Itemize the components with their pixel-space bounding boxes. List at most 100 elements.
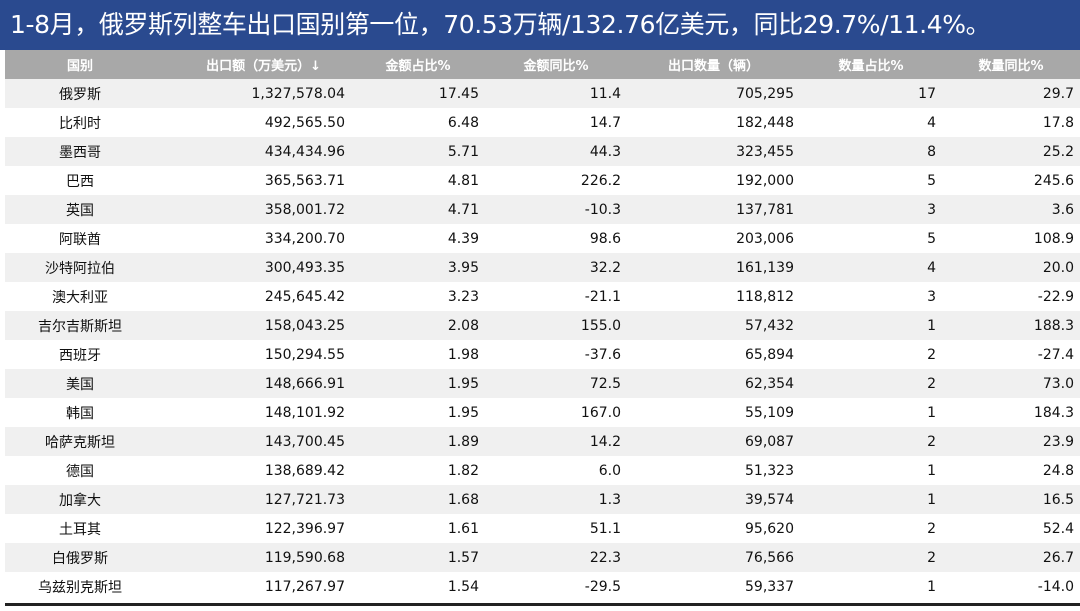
quantity-yoy-cell: 29.7 (942, 79, 1080, 108)
value-share-cell: 3.95 (351, 253, 485, 282)
value-share-cell: 1.61 (351, 514, 485, 543)
export-quantity-cell: 59,337 (627, 572, 800, 601)
export-quantity-cell: 137,781 (627, 195, 800, 224)
value-share-cell: 1.54 (351, 572, 485, 601)
table-row[interactable]: 哈萨克斯坦 143,700.45 1.89 14.2 69,087 2 23.9 (5, 427, 1080, 456)
table-row[interactable]: 墨西哥 434,434.96 5.71 44.3 323,455 8 25.2 (5, 137, 1080, 166)
quantity-share-cell: 2 (800, 543, 942, 572)
quantity-yoy-cell: 52.4 (942, 514, 1080, 543)
export-value-cell: 434,434.96 (155, 137, 351, 166)
table-row[interactable]: 巴西 365,563.71 4.81 226.2 192,000 5 245.6 (5, 166, 1080, 195)
banner-title: 1-8月，俄罗斯列整车出口国别第一位，70.53万辆/132.76亿美元，同比2… (10, 10, 991, 39)
value-yoy-cell: 14.7 (485, 108, 627, 137)
export-value-cell: 300,493.35 (155, 253, 351, 282)
country-cell: 吉尔吉斯斯坦 (5, 311, 155, 340)
column-header-value-share[interactable]: 金额占比% (351, 50, 485, 79)
quantity-share-cell: 1 (800, 398, 942, 427)
table-row[interactable]: 沙特阿拉伯 300,493.35 3.95 32.2 161,139 4 20.0 (5, 253, 1080, 282)
country-cell: 比利时 (5, 108, 155, 137)
table-row[interactable]: 韩国 148,101.92 1.95 167.0 55,109 1 184.3 (5, 398, 1080, 427)
quantity-yoy-cell: 108.9 (942, 224, 1080, 253)
country-cell: 俄罗斯 (5, 79, 155, 108)
value-yoy-cell: -29.5 (485, 572, 627, 601)
quantity-share-cell: 2 (800, 369, 942, 398)
export-value-cell: 148,666.91 (155, 369, 351, 398)
export-quantity-cell: 51,323 (627, 456, 800, 485)
value-share-cell: 1.98 (351, 340, 485, 369)
country-cell: 土耳其 (5, 514, 155, 543)
quantity-share-cell: 2 (800, 427, 942, 456)
value-share-cell: 3.23 (351, 282, 485, 311)
export-value-cell: 148,101.92 (155, 398, 351, 427)
table-row[interactable]: 西班牙 150,294.55 1.98 -37.6 65,894 2 -27.4 (5, 340, 1080, 369)
export-value-cell: 358,001.72 (155, 195, 351, 224)
column-header-export-value[interactable]: 出口额（万美元）↓ (155, 50, 351, 79)
column-header-export-quantity[interactable]: 出口数量（辆） (627, 50, 800, 79)
table-row[interactable]: 澳大利亚 245,645.42 3.23 -21.1 118,812 3 -22.9 (5, 282, 1080, 311)
export-value-cell: 138,689.42 (155, 456, 351, 485)
quantity-share-cell: 3 (800, 282, 942, 311)
value-yoy-cell: -21.1 (485, 282, 627, 311)
export-quantity-cell: 323,455 (627, 137, 800, 166)
value-share-cell: 5.71 (351, 137, 485, 166)
value-yoy-cell: 98.6 (485, 224, 627, 253)
value-share-cell: 4.81 (351, 166, 485, 195)
column-header-quantity-share[interactable]: 数量占比% (800, 50, 942, 79)
table-row[interactable]: 俄罗斯 1,327,578.04 17.45 11.4 705,295 17 29.7 (5, 79, 1080, 108)
quantity-share-cell: 1 (800, 572, 942, 601)
export-quantity-cell: 76,566 (627, 543, 800, 572)
export-value-cell: 1,327,578.04 (155, 79, 351, 108)
quantity-share-cell: 3 (800, 195, 942, 224)
value-share-cell: 4.39 (351, 224, 485, 253)
table-row[interactable]: 英国 358,001.72 4.71 -10.3 137,781 3 3.6 (5, 195, 1080, 224)
value-share-cell: 1.95 (351, 369, 485, 398)
quantity-share-cell: 4 (800, 108, 942, 137)
export-quantity-cell: 118,812 (627, 282, 800, 311)
value-share-cell: 1.95 (351, 398, 485, 427)
export-value-cell: 143,700.45 (155, 427, 351, 456)
table-row[interactable]: 加拿大 127,721.73 1.68 1.3 39,574 1 16.5 (5, 485, 1080, 514)
country-cell: 德国 (5, 456, 155, 485)
country-cell: 阿联酋 (5, 224, 155, 253)
export-quantity-cell: 39,574 (627, 485, 800, 514)
value-yoy-cell: 44.3 (485, 137, 627, 166)
quantity-share-cell: 1 (800, 456, 942, 485)
country-cell: 加拿大 (5, 485, 155, 514)
table-bottom-rule (5, 603, 1080, 606)
table-row[interactable]: 德国 138,689.42 1.82 6.0 51,323 1 24.8 (5, 456, 1080, 485)
country-cell: 沙特阿拉伯 (5, 253, 155, 282)
quantity-share-cell: 2 (800, 514, 942, 543)
value-yoy-cell: -37.6 (485, 340, 627, 369)
export-quantity-cell: 95,620 (627, 514, 800, 543)
export-value-cell: 245,645.42 (155, 282, 351, 311)
country-cell: 澳大利亚 (5, 282, 155, 311)
export-table-container: 国别 出口额（万美元）↓ 金额占比% 金额同比% 出口数量（辆） 数量占比% 数… (5, 50, 1080, 601)
column-header-quantity-yoy[interactable]: 数量同比% (942, 50, 1080, 79)
export-value-cell: 492,565.50 (155, 108, 351, 137)
table-row[interactable]: 阿联酋 334,200.70 4.39 98.6 203,006 5 108.9 (5, 224, 1080, 253)
column-header-country[interactable]: 国别 (5, 50, 155, 79)
export-quantity-cell: 161,139 (627, 253, 800, 282)
table-row[interactable]: 吉尔吉斯斯坦 158,043.25 2.08 155.0 57,432 1 188.3 (5, 311, 1080, 340)
country-cell: 英国 (5, 195, 155, 224)
export-quantity-cell: 55,109 (627, 398, 800, 427)
export-by-country-table: 国别 出口额（万美元）↓ 金额占比% 金额同比% 出口数量（辆） 数量占比% 数… (5, 50, 1080, 601)
quantity-yoy-cell: 20.0 (942, 253, 1080, 282)
value-share-cell: 6.48 (351, 108, 485, 137)
quantity-share-cell: 8 (800, 137, 942, 166)
value-yoy-cell: 14.2 (485, 427, 627, 456)
table-row[interactable]: 美国 148,666.91 1.95 72.5 62,354 2 73.0 (5, 369, 1080, 398)
value-share-cell: 2.08 (351, 311, 485, 340)
table-row[interactable]: 白俄罗斯 119,590.68 1.57 22.3 76,566 2 26.7 (5, 543, 1080, 572)
country-cell: 白俄罗斯 (5, 543, 155, 572)
table-row[interactable]: 乌兹别克斯坦 117,267.97 1.54 -29.5 59,337 1 -14.0 (5, 572, 1080, 601)
quantity-yoy-cell: 17.8 (942, 108, 1080, 137)
quantity-yoy-cell: 73.0 (942, 369, 1080, 398)
column-header-value-yoy[interactable]: 金额同比% (485, 50, 627, 79)
table-row[interactable]: 土耳其 122,396.97 1.61 51.1 95,620 2 52.4 (5, 514, 1080, 543)
quantity-yoy-cell: 23.9 (942, 427, 1080, 456)
value-share-cell: 1.68 (351, 485, 485, 514)
table-row[interactable]: 比利时 492,565.50 6.48 14.7 182,448 4 17.8 (5, 108, 1080, 137)
export-quantity-cell: 203,006 (627, 224, 800, 253)
quantity-yoy-cell: 3.6 (942, 195, 1080, 224)
